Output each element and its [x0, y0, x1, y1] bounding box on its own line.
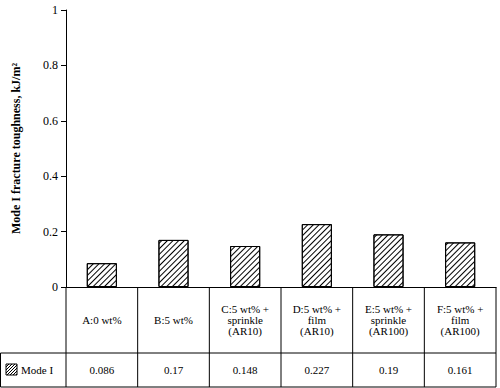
svg-text:B:5 wt%: B:5 wt% [154, 314, 193, 326]
svg-text:Mode I: Mode I [21, 364, 53, 376]
svg-text:(AR100): (AR100) [369, 325, 408, 338]
svg-text:sprinkle: sprinkle [227, 314, 263, 326]
svg-text:0.227: 0.227 [304, 364, 329, 376]
svg-text:0.6: 0.6 [43, 114, 58, 128]
svg-text:0.4: 0.4 [43, 169, 58, 183]
svg-text:(AR10): (AR10) [228, 325, 262, 338]
svg-text:0.086: 0.086 [89, 364, 114, 376]
svg-text:0.161: 0.161 [448, 364, 473, 376]
svg-text:1: 1 [52, 3, 58, 17]
svg-text:film: film [451, 314, 470, 326]
svg-text:0.19: 0.19 [379, 364, 399, 376]
svg-text:0.8: 0.8 [43, 58, 58, 72]
svg-text:D:5 wt% +: D:5 wt% + [292, 303, 341, 315]
svg-text:F:5 wt% +: F:5 wt% + [436, 303, 484, 315]
svg-text:film: film [307, 314, 326, 326]
svg-text:0: 0 [52, 280, 58, 294]
svg-text:(AR100): (AR100) [441, 325, 480, 338]
svg-text:0.17: 0.17 [164, 364, 184, 376]
svg-text:E:5 wt% +: E:5 wt% + [364, 303, 413, 315]
svg-text:C:5 wt% +: C:5 wt% + [221, 303, 269, 315]
svg-text:A:0 wt%: A:0 wt% [82, 314, 121, 326]
svg-text:0.148: 0.148 [233, 364, 258, 376]
svg-text:Mode I fracture toughness, kJ/: Mode I fracture toughness, kJ/m² [9, 63, 23, 234]
svg-text:(AR10): (AR10) [300, 325, 334, 338]
svg-text:0.2: 0.2 [43, 225, 58, 239]
svg-text:sprinkle: sprinkle [370, 314, 407, 326]
